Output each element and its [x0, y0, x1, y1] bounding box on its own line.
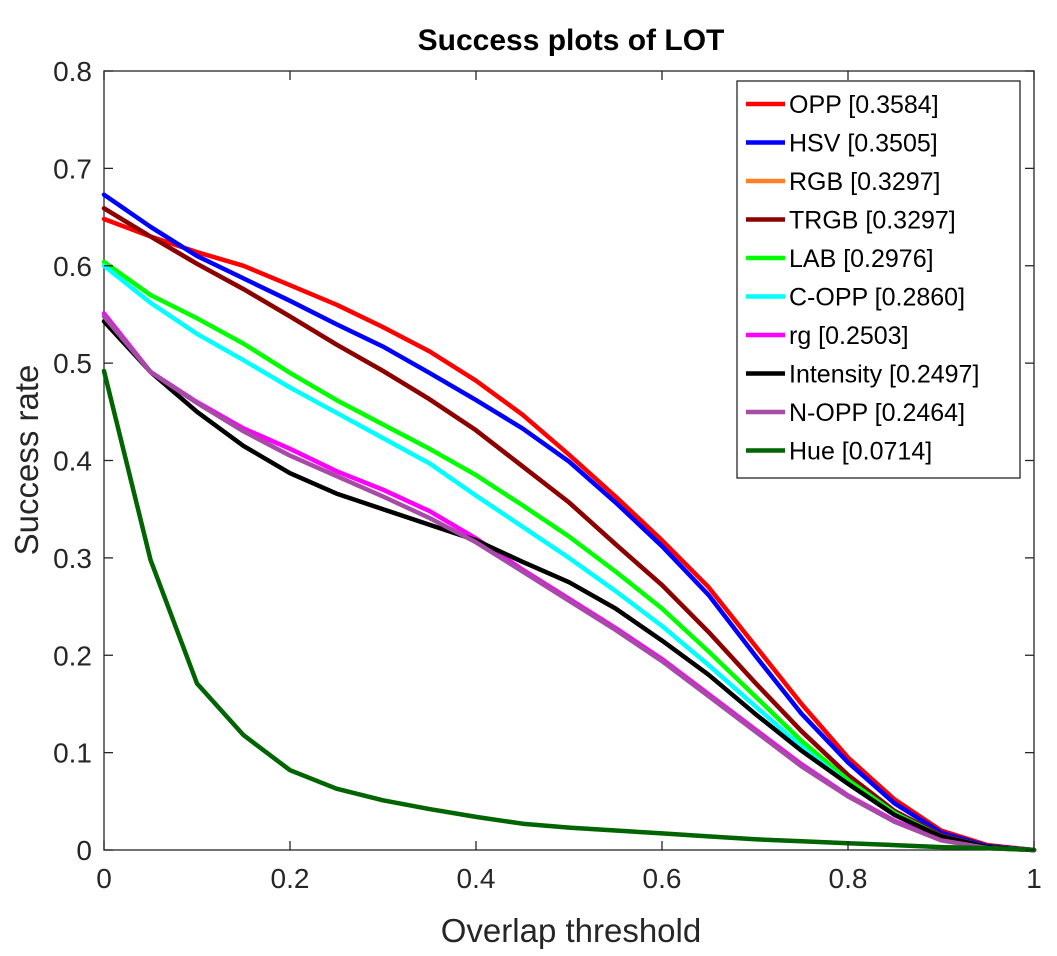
legend-label: N-OPP [0.2464] — [789, 399, 965, 427]
x-tick-label: 0.6 — [643, 863, 682, 894]
legend-label: TRGB [0.3297] — [789, 207, 956, 235]
y-tick-label: 0.5 — [53, 348, 92, 379]
series-line-0 — [101, 216, 1037, 853]
y-tick-label: 0.7 — [53, 153, 92, 184]
series-line-8 — [101, 314, 1037, 853]
y-tick-label: 0.3 — [53, 543, 92, 574]
legend-label: HSV [0.3505] — [789, 130, 938, 158]
x-axis-label: Overlap threshold — [441, 912, 701, 949]
series-line-7 — [101, 319, 1037, 853]
chart-title: Success plots of LOT — [418, 24, 725, 57]
legend-label: Intensity [0.2497] — [789, 361, 979, 389]
legend: OPP [0.3584] HSV [0.3505] RGB [0.3297] TRGB… — [736, 80, 1021, 479]
y-tick-label: 0.2 — [53, 640, 92, 671]
y-tick-label: 0.6 — [53, 251, 92, 282]
series-line-9 — [101, 368, 1037, 853]
x-tick-label: 0.2 — [271, 863, 310, 894]
legend-label: RGB [0.3297] — [789, 168, 940, 196]
y-tick-label: 0 — [76, 835, 92, 866]
series-line-1 — [101, 192, 1037, 853]
x-tick-label: 0.8 — [829, 863, 868, 894]
series-layer — [101, 192, 1037, 853]
y-tick-label: 0.4 — [53, 446, 92, 477]
series-line-3 — [101, 206, 1037, 853]
legend-label: Hue [0.0714] — [789, 438, 932, 466]
axes-layer: 0 0.2 0.4 0.6 0.8 1 0 0.1 0.2 0.3 0.4 0.5 0.6 0.7 0.8 — [53, 56, 1042, 894]
x-tick-label: 1 — [1026, 863, 1042, 894]
legend-label: LAB [0.2976] — [789, 245, 934, 273]
y-tick-label: 0.8 — [53, 56, 92, 87]
x-tick-label: 0.4 — [457, 863, 496, 894]
x-tick-label: 0 — [96, 863, 112, 894]
legend-label: rg [0.2503] — [789, 322, 909, 350]
legend-label: C-OPP [0.2860] — [789, 284, 965, 312]
y-tick-label: 0.1 — [53, 738, 92, 769]
legend-label: OPP [0.3584] — [789, 91, 939, 119]
y-axis-label: Success rate — [8, 365, 45, 556]
